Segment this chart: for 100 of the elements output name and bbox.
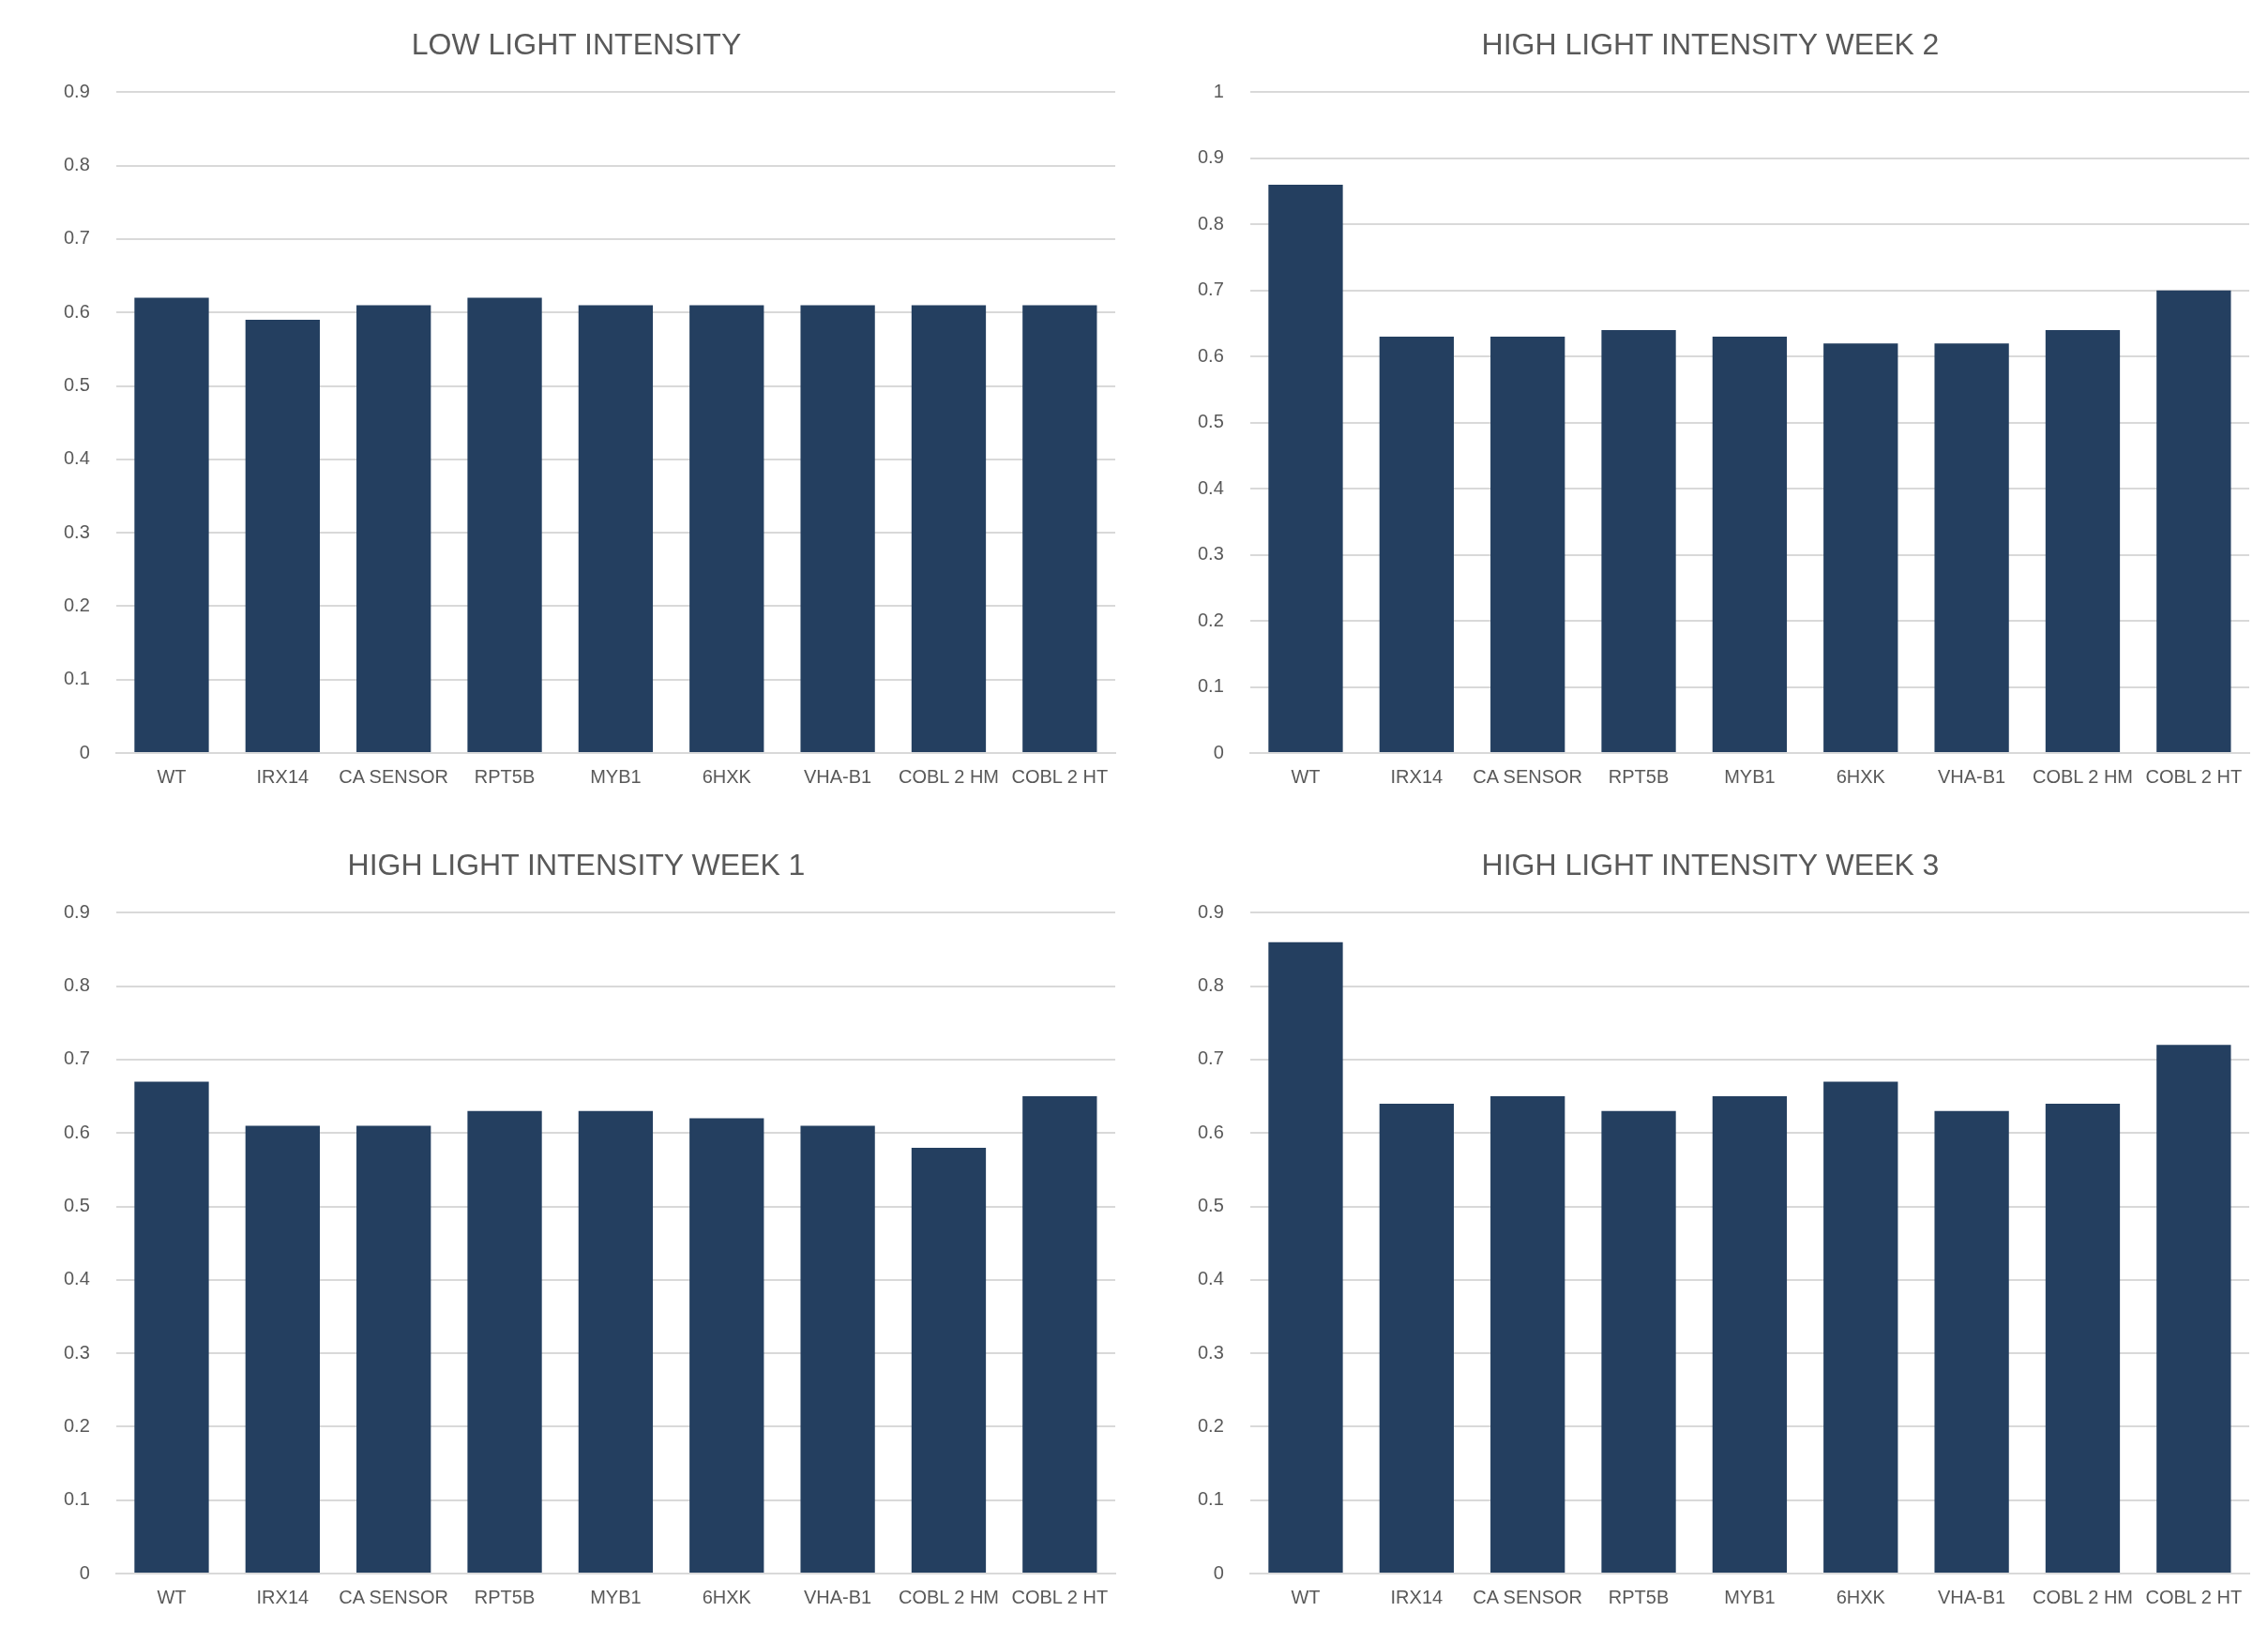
bar xyxy=(2156,290,2231,752)
y-tick-label: 0.6 xyxy=(1197,1121,1224,1142)
bar xyxy=(1268,185,1343,752)
y-tick-label: 0.1 xyxy=(63,668,90,689)
x-tick-label: MYB1 xyxy=(590,1586,642,1607)
y-tick-label: 0.1 xyxy=(1197,1488,1224,1510)
y-tick-label: 0.5 xyxy=(63,1195,90,1216)
x-tick-label: VHA-B1 xyxy=(803,1586,872,1607)
bar xyxy=(1268,942,1343,1573)
x-tick-label: CA SENSOR xyxy=(1473,765,1583,787)
bar xyxy=(1934,343,2009,752)
x-tick-label: CA SENSOR xyxy=(339,765,449,787)
y-tick-label: 0.4 xyxy=(63,447,90,469)
y-tick-label: 0.4 xyxy=(63,1268,90,1289)
x-tick-label: COBL 2 HM xyxy=(2032,765,2133,787)
x-tick-label: COBL 2 HT xyxy=(1011,765,1109,787)
x-tick-label: COBL 2 HM xyxy=(898,1586,999,1607)
y-tick-label: 1 xyxy=(1213,80,1224,101)
bar xyxy=(1823,343,1898,752)
bar xyxy=(800,1125,875,1573)
bar xyxy=(1022,1096,1097,1573)
x-tick-label: COBL 2 HT xyxy=(2145,1586,2243,1607)
y-tick-label: 0.9 xyxy=(63,900,90,922)
bar xyxy=(689,1118,764,1573)
x-tick-label: VHA-B1 xyxy=(1937,1586,2006,1607)
x-tick-label: IRX14 xyxy=(1390,1586,1444,1607)
x-tick-label: IRX14 xyxy=(256,765,310,787)
bar xyxy=(578,1110,654,1573)
y-tick-label: 0.3 xyxy=(1197,1341,1224,1363)
y-tick-label: 0.5 xyxy=(63,374,90,396)
y-tick-label: 0.1 xyxy=(1197,675,1224,697)
bar xyxy=(1379,337,1454,752)
y-tick-label: 0.1 xyxy=(63,1488,90,1510)
y-tick-label: 0.2 xyxy=(1197,1414,1224,1436)
chart-title: LOW LIGHT INTENSITY xyxy=(411,27,742,62)
x-tick-label: COBL 2 HM xyxy=(898,765,999,787)
x-tick-label: 6HXK xyxy=(702,1586,752,1607)
x-tick-label: CA SENSOR xyxy=(1473,1586,1583,1607)
y-tick-label: 0 xyxy=(1213,741,1224,762)
y-tick-label: 0.8 xyxy=(1197,974,1224,996)
x-tick-label: WT xyxy=(1291,765,1321,787)
y-tick-label: 0.8 xyxy=(63,974,90,996)
y-tick-label: 0.2 xyxy=(1197,609,1224,630)
y-tick-label: 0.4 xyxy=(1197,476,1224,498)
y-tick-label: 0.3 xyxy=(63,1341,90,1363)
x-tick-label: WT xyxy=(157,1586,187,1607)
x-tick-label: MYB1 xyxy=(590,765,642,787)
y-tick-label: 0.2 xyxy=(63,594,90,615)
x-tick-label: 6HXK xyxy=(1836,1586,1886,1607)
x-tick-label: COBL 2 HT xyxy=(2145,765,2243,787)
x-tick-label: VHA-B1 xyxy=(803,765,872,787)
bar xyxy=(2045,1103,2121,1573)
x-tick-label: RPT5B xyxy=(1608,765,1670,787)
bar xyxy=(1601,330,1676,752)
y-tick-label: 0.3 xyxy=(63,520,90,542)
x-tick-label: CA SENSOR xyxy=(339,1586,449,1607)
x-tick-label: IRX14 xyxy=(256,1586,310,1607)
chart-title: HIGH LIGHT INTENSITY WEEK 2 xyxy=(1481,27,1940,62)
bar xyxy=(1601,1110,1676,1573)
x-tick-label: VHA-B1 xyxy=(1937,765,2006,787)
y-tick-label: 0.7 xyxy=(1197,1047,1224,1069)
y-tick-label: 0.9 xyxy=(1197,146,1224,168)
bar xyxy=(467,1110,542,1573)
bar xyxy=(1934,1110,2009,1573)
bar xyxy=(1379,1103,1454,1573)
bar xyxy=(2156,1045,2231,1573)
y-tick-label: 0.7 xyxy=(1197,279,1224,300)
y-tick-label: 0.5 xyxy=(1197,1195,1224,1216)
bar xyxy=(1823,1081,1898,1573)
y-tick-label: 0 xyxy=(79,741,90,762)
y-tick-label: 0.3 xyxy=(1197,543,1224,565)
y-tick-label: 0 xyxy=(79,1561,90,1583)
y-tick-label: 0.7 xyxy=(63,227,90,249)
y-tick-label: 0.5 xyxy=(1197,411,1224,432)
x-tick-label: 6HXK xyxy=(702,765,752,787)
x-tick-label: MYB1 xyxy=(1724,765,1776,787)
x-tick-label: WT xyxy=(157,765,187,787)
bar xyxy=(1490,337,1565,752)
y-tick-label: 0.2 xyxy=(63,1414,90,1436)
chart-title: HIGH LIGHT INTENSITY WEEK 3 xyxy=(1481,848,1940,882)
bar xyxy=(1712,337,1788,752)
x-tick-label: RPT5B xyxy=(474,1586,536,1607)
y-tick-label: 0.6 xyxy=(63,300,90,322)
bar xyxy=(2045,330,2121,752)
bar xyxy=(356,1125,431,1573)
x-tick-label: COBL 2 HM xyxy=(2032,1586,2133,1607)
bar xyxy=(1490,1096,1565,1573)
y-tick-label: 0.6 xyxy=(1197,344,1224,366)
bar xyxy=(245,1125,320,1573)
bar xyxy=(911,1147,987,1573)
y-tick-label: 0.7 xyxy=(63,1047,90,1069)
x-tick-label: RPT5B xyxy=(474,765,536,787)
x-tick-label: WT xyxy=(1291,1586,1321,1607)
x-tick-label: RPT5B xyxy=(1608,1586,1670,1607)
x-tick-label: COBL 2 HT xyxy=(1011,1586,1109,1607)
y-tick-label: 0.9 xyxy=(63,80,90,101)
y-tick-label: 0.4 xyxy=(1197,1268,1224,1289)
y-tick-label: 0.6 xyxy=(63,1121,90,1142)
x-tick-label: MYB1 xyxy=(1724,1586,1776,1607)
bar xyxy=(134,1081,209,1573)
